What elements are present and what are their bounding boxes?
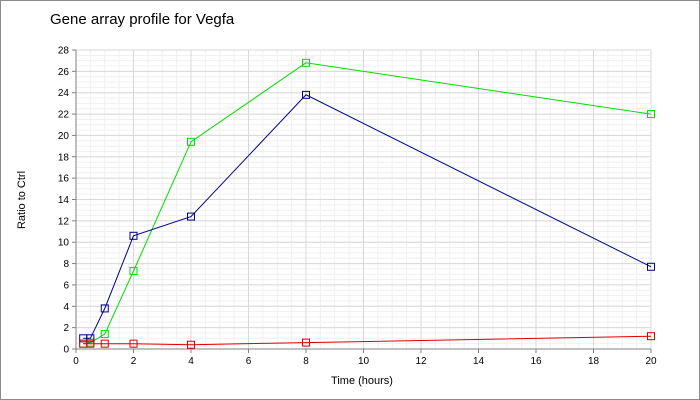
x-tick-label: 12 — [415, 356, 427, 367]
axes — [72, 49, 652, 353]
y-tick-label: 24 — [58, 88, 70, 99]
data-point — [86, 339, 95, 348]
x-axis-label: Time (hours) — [331, 375, 393, 387]
y-axis-label: Ratio to Ctrl — [16, 171, 28, 229]
series-line — [83, 335, 652, 346]
y-tick-label: 16 — [58, 174, 70, 185]
data-point — [647, 262, 655, 271]
data-point — [187, 212, 195, 221]
y-tick-label: 14 — [58, 195, 70, 206]
series-line — [83, 62, 652, 345]
chart-title: Gene array profile for Vegfa — [50, 11, 235, 28]
data-point — [647, 332, 655, 341]
series-line — [83, 94, 652, 339]
y-tick-label: 6 — [63, 280, 69, 291]
series-3 — [79, 332, 655, 349]
x-tick-label: 2 — [131, 356, 137, 367]
data-point — [647, 110, 655, 119]
data-point — [302, 58, 310, 67]
x-tick-label: 16 — [530, 356, 542, 367]
data-point — [100, 339, 109, 348]
y-tick-label: 2 — [63, 323, 69, 334]
data-series — [79, 58, 655, 349]
y-tick-label: 26 — [58, 67, 70, 78]
x-tick-label: 10 — [358, 356, 370, 367]
y-tick-label: 20 — [58, 131, 70, 142]
data-point — [187, 137, 195, 146]
data-point — [129, 231, 138, 240]
data-point — [129, 339, 138, 348]
x-tick-label: 14 — [473, 356, 485, 367]
y-tick-label: 0 — [63, 345, 69, 356]
tick-labels: 0 2 4 6 8 10 12 14 16 18 2002468101214161820222426… — [58, 46, 657, 368]
x-tick-label: 18 — [588, 356, 600, 367]
y-tick-label: 10 — [58, 238, 70, 249]
data-point — [302, 90, 310, 99]
x-tick-label: 0 — [73, 356, 79, 367]
data-point — [187, 340, 195, 349]
grid-lines — [75, 49, 652, 350]
data-point — [302, 338, 310, 347]
data-point — [100, 304, 109, 313]
y-tick-label: 28 — [58, 46, 70, 57]
data-point — [86, 334, 95, 343]
data-point — [100, 330, 109, 339]
data-point — [129, 267, 138, 276]
y-tick-label: 18 — [58, 152, 70, 163]
x-tick-label: 6 — [246, 356, 252, 367]
x-tick-label: 4 — [188, 356, 194, 367]
series-2 — [79, 90, 655, 343]
x-tick-label: 8 — [303, 356, 309, 367]
y-tick-label: 4 — [63, 302, 69, 313]
y-tick-label: 12 — [58, 216, 70, 227]
y-tick-label: 22 — [58, 110, 70, 121]
x-tick-label: 20 — [645, 356, 657, 367]
y-tick-label: 8 — [63, 259, 69, 270]
